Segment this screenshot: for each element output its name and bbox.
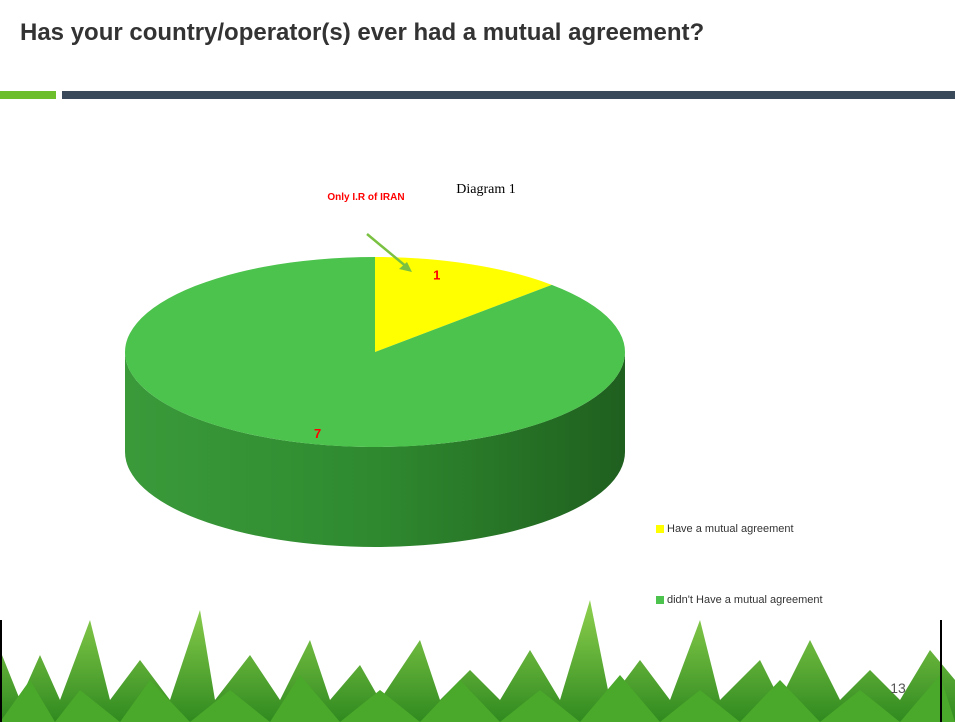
grass (0, 600, 955, 722)
annotation: Only I.R of IRAN (327, 192, 404, 203)
value-label: 7 (314, 426, 321, 441)
legend-swatch (656, 596, 664, 604)
annotation-arrowhead (399, 262, 412, 272)
pie-slice (375, 257, 552, 352)
annotation-arrow (366, 233, 409, 269)
page-number: 13 (890, 680, 906, 696)
border (940, 620, 942, 722)
border (0, 620, 2, 722)
pie: 17 (125, 257, 625, 547)
header-bar (62, 91, 955, 99)
legend-label: Have a mutual agreement (667, 523, 794, 535)
legend-swatch (656, 525, 664, 533)
legend-label: didn't Have a mutual agreement (667, 594, 823, 606)
slide-title: Has your country/operator(s) ever had a … (20, 19, 704, 46)
chart-title: Diagram 1 (456, 182, 515, 197)
pie-slice (125, 257, 625, 447)
accent-bar (0, 91, 56, 99)
value-label: 1 (433, 268, 440, 283)
legend: Have a mutual agreement didn't Have a mut… (656, 523, 823, 606)
pie-slice-side (125, 352, 625, 547)
